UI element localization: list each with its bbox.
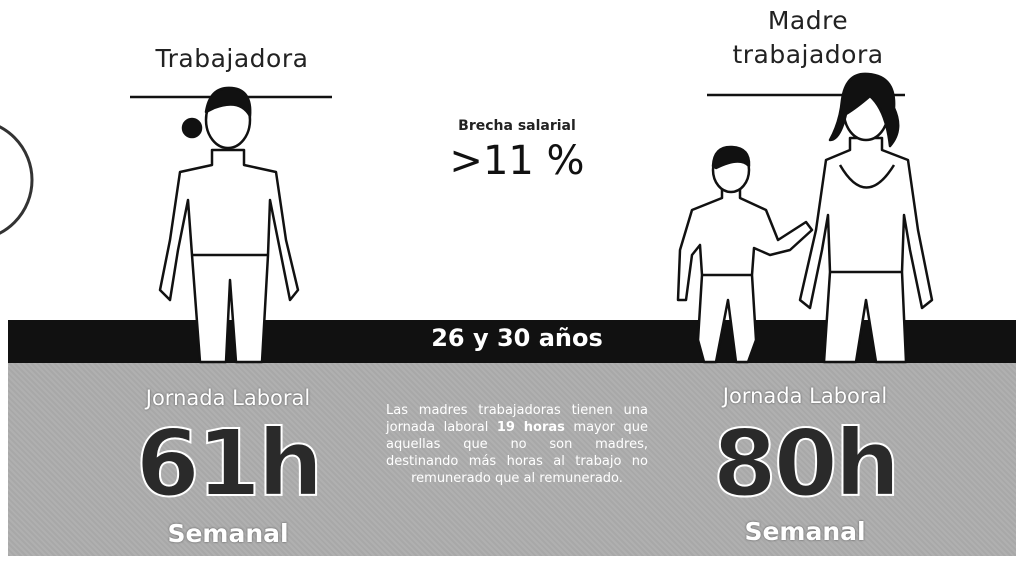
right-hours-label: Jornada Laboral [722,384,888,408]
left-hours: 61h [135,410,325,517]
mother-figure [798,72,934,364]
description: Las madres trabajadoras tienen una jorna… [386,402,648,487]
woman-figure [158,86,300,364]
hours-panel [8,362,1016,556]
left-title: Trabajadora [155,44,309,73]
age-band-label: 26 y 30 años [431,324,603,352]
right-title-line1: Madre [767,6,849,35]
stamp [0,125,34,235]
description-text: Las madres trabajadoras tienen una jorna… [386,403,648,435]
description-bold: 19 horas [496,420,565,435]
left-hours-label: Jornada Laboral [145,386,311,410]
gap-label: Brecha salarial [458,118,576,134]
right-title-line2: trabajadora [732,40,884,69]
gap-value: >11 % [449,138,585,184]
right-unit: Semanal [744,517,866,546]
right-hours: 80h [712,410,902,517]
description-text: mayor que aquellas que no son madres, de… [386,420,649,486]
left-unit: Semanal [167,519,289,548]
child-figure [676,145,814,364]
